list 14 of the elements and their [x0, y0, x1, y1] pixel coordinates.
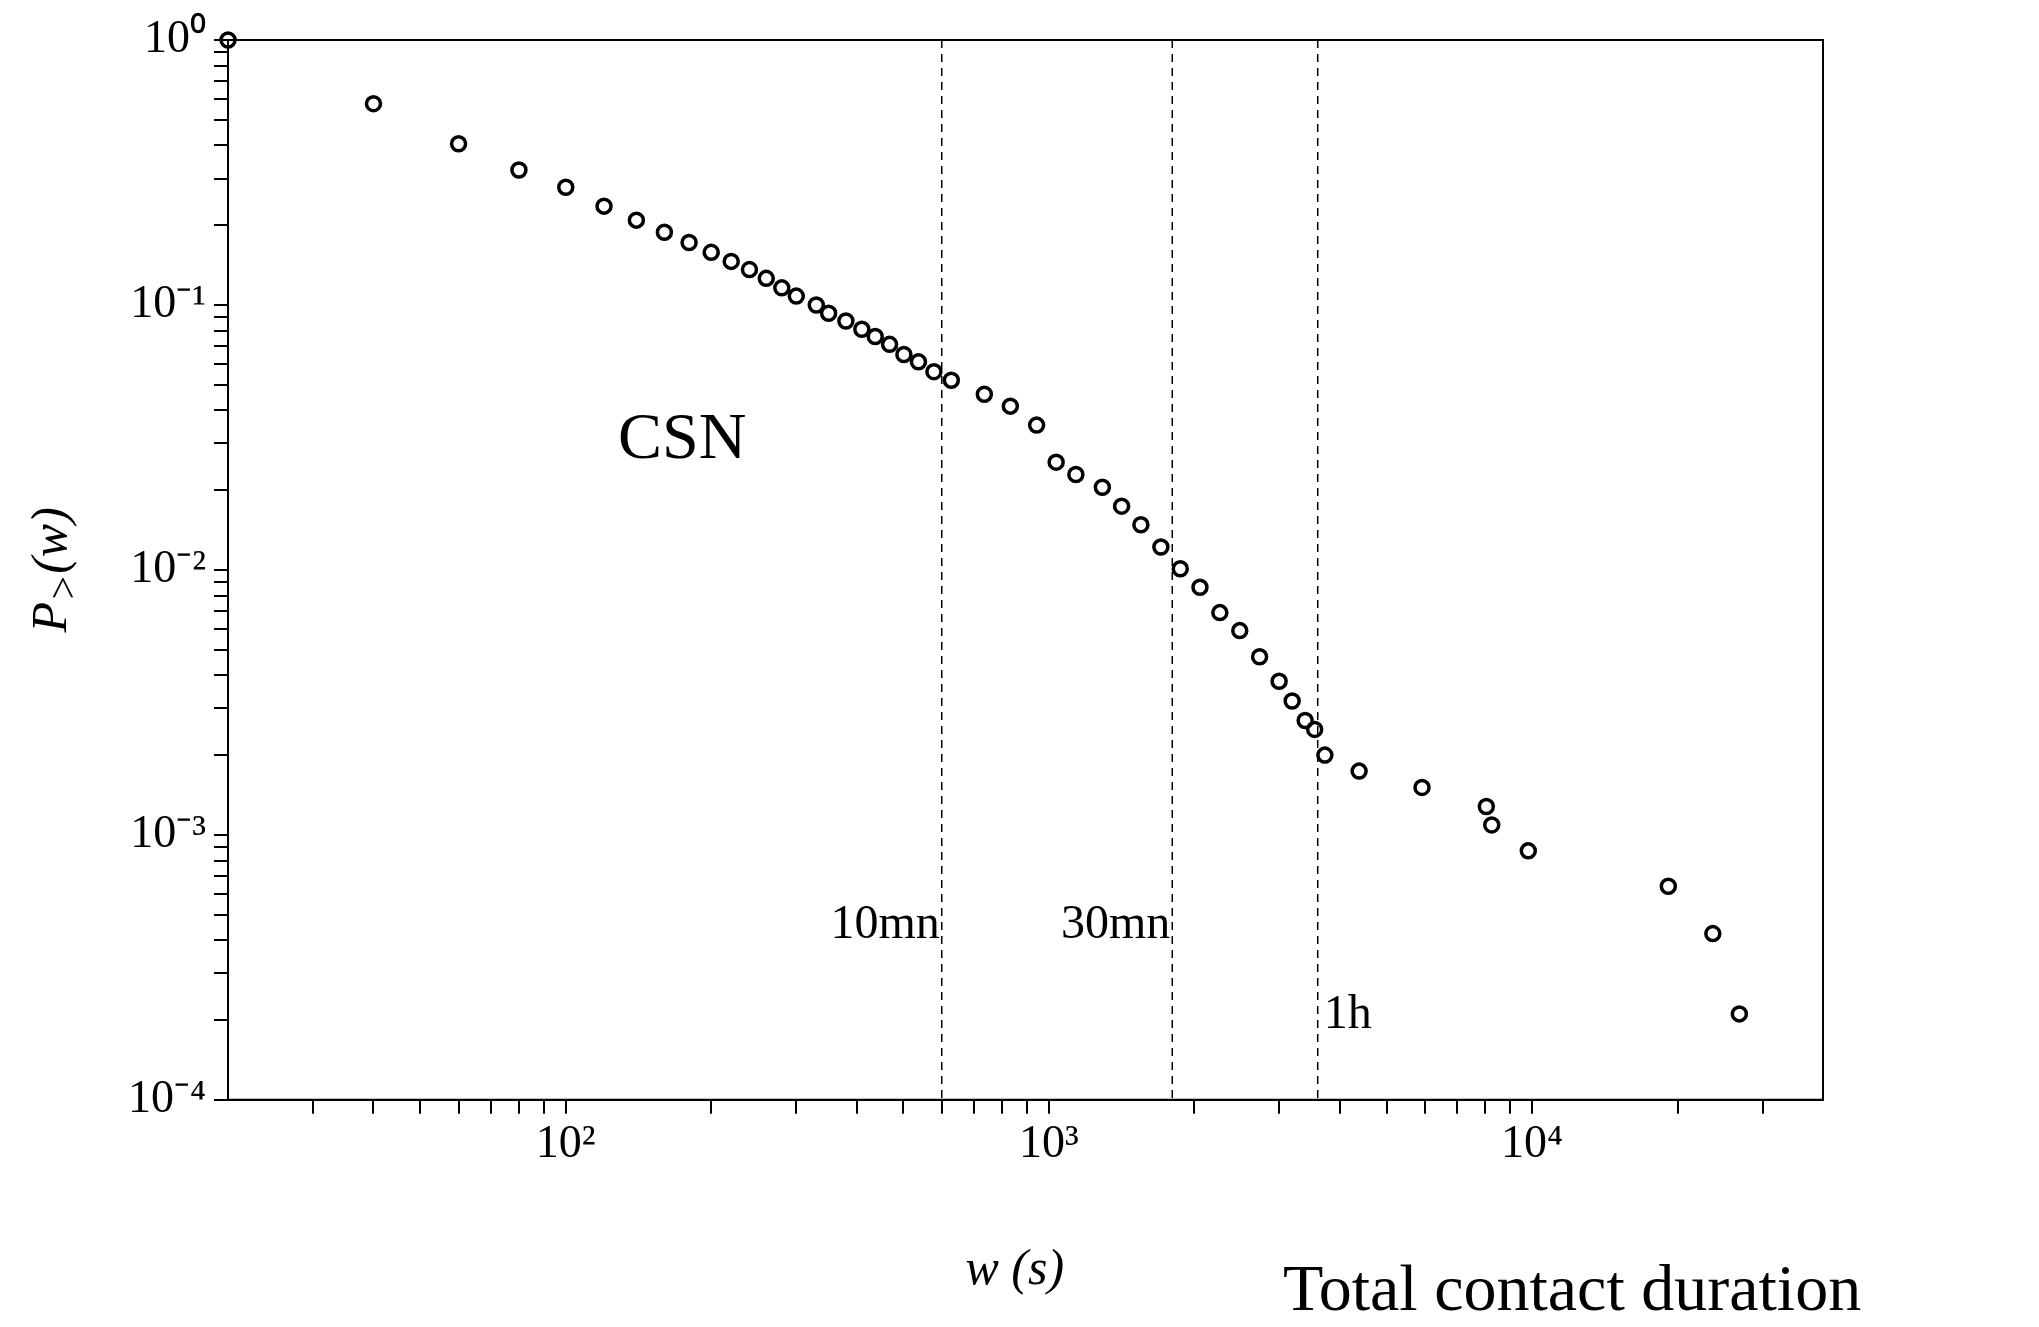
- y-tick-label: 10⁻⁴: [127, 1070, 207, 1122]
- x-tick-label: 10³: [1019, 1116, 1079, 1168]
- x-tick-label: 10⁴: [1501, 1116, 1564, 1168]
- y-tick-label: 10⁻³: [130, 805, 207, 857]
- ref-line-label: 30mn: [1060, 894, 1171, 948]
- y-tick-label: 10⁻²: [130, 540, 207, 592]
- ref-line-label: 10mn: [830, 894, 940, 948]
- x-axis-title: w (s): [965, 1238, 1065, 1296]
- annotation: CSN: [618, 398, 747, 474]
- y-tick-label: 10⁰: [144, 11, 207, 63]
- ref-line-label: 1h: [1323, 984, 1372, 1038]
- x-tick-label: 10²: [535, 1116, 596, 1168]
- text: Total contact duration: [1283, 1250, 1862, 1326]
- y-tick-label: 10⁻¹: [130, 276, 207, 328]
